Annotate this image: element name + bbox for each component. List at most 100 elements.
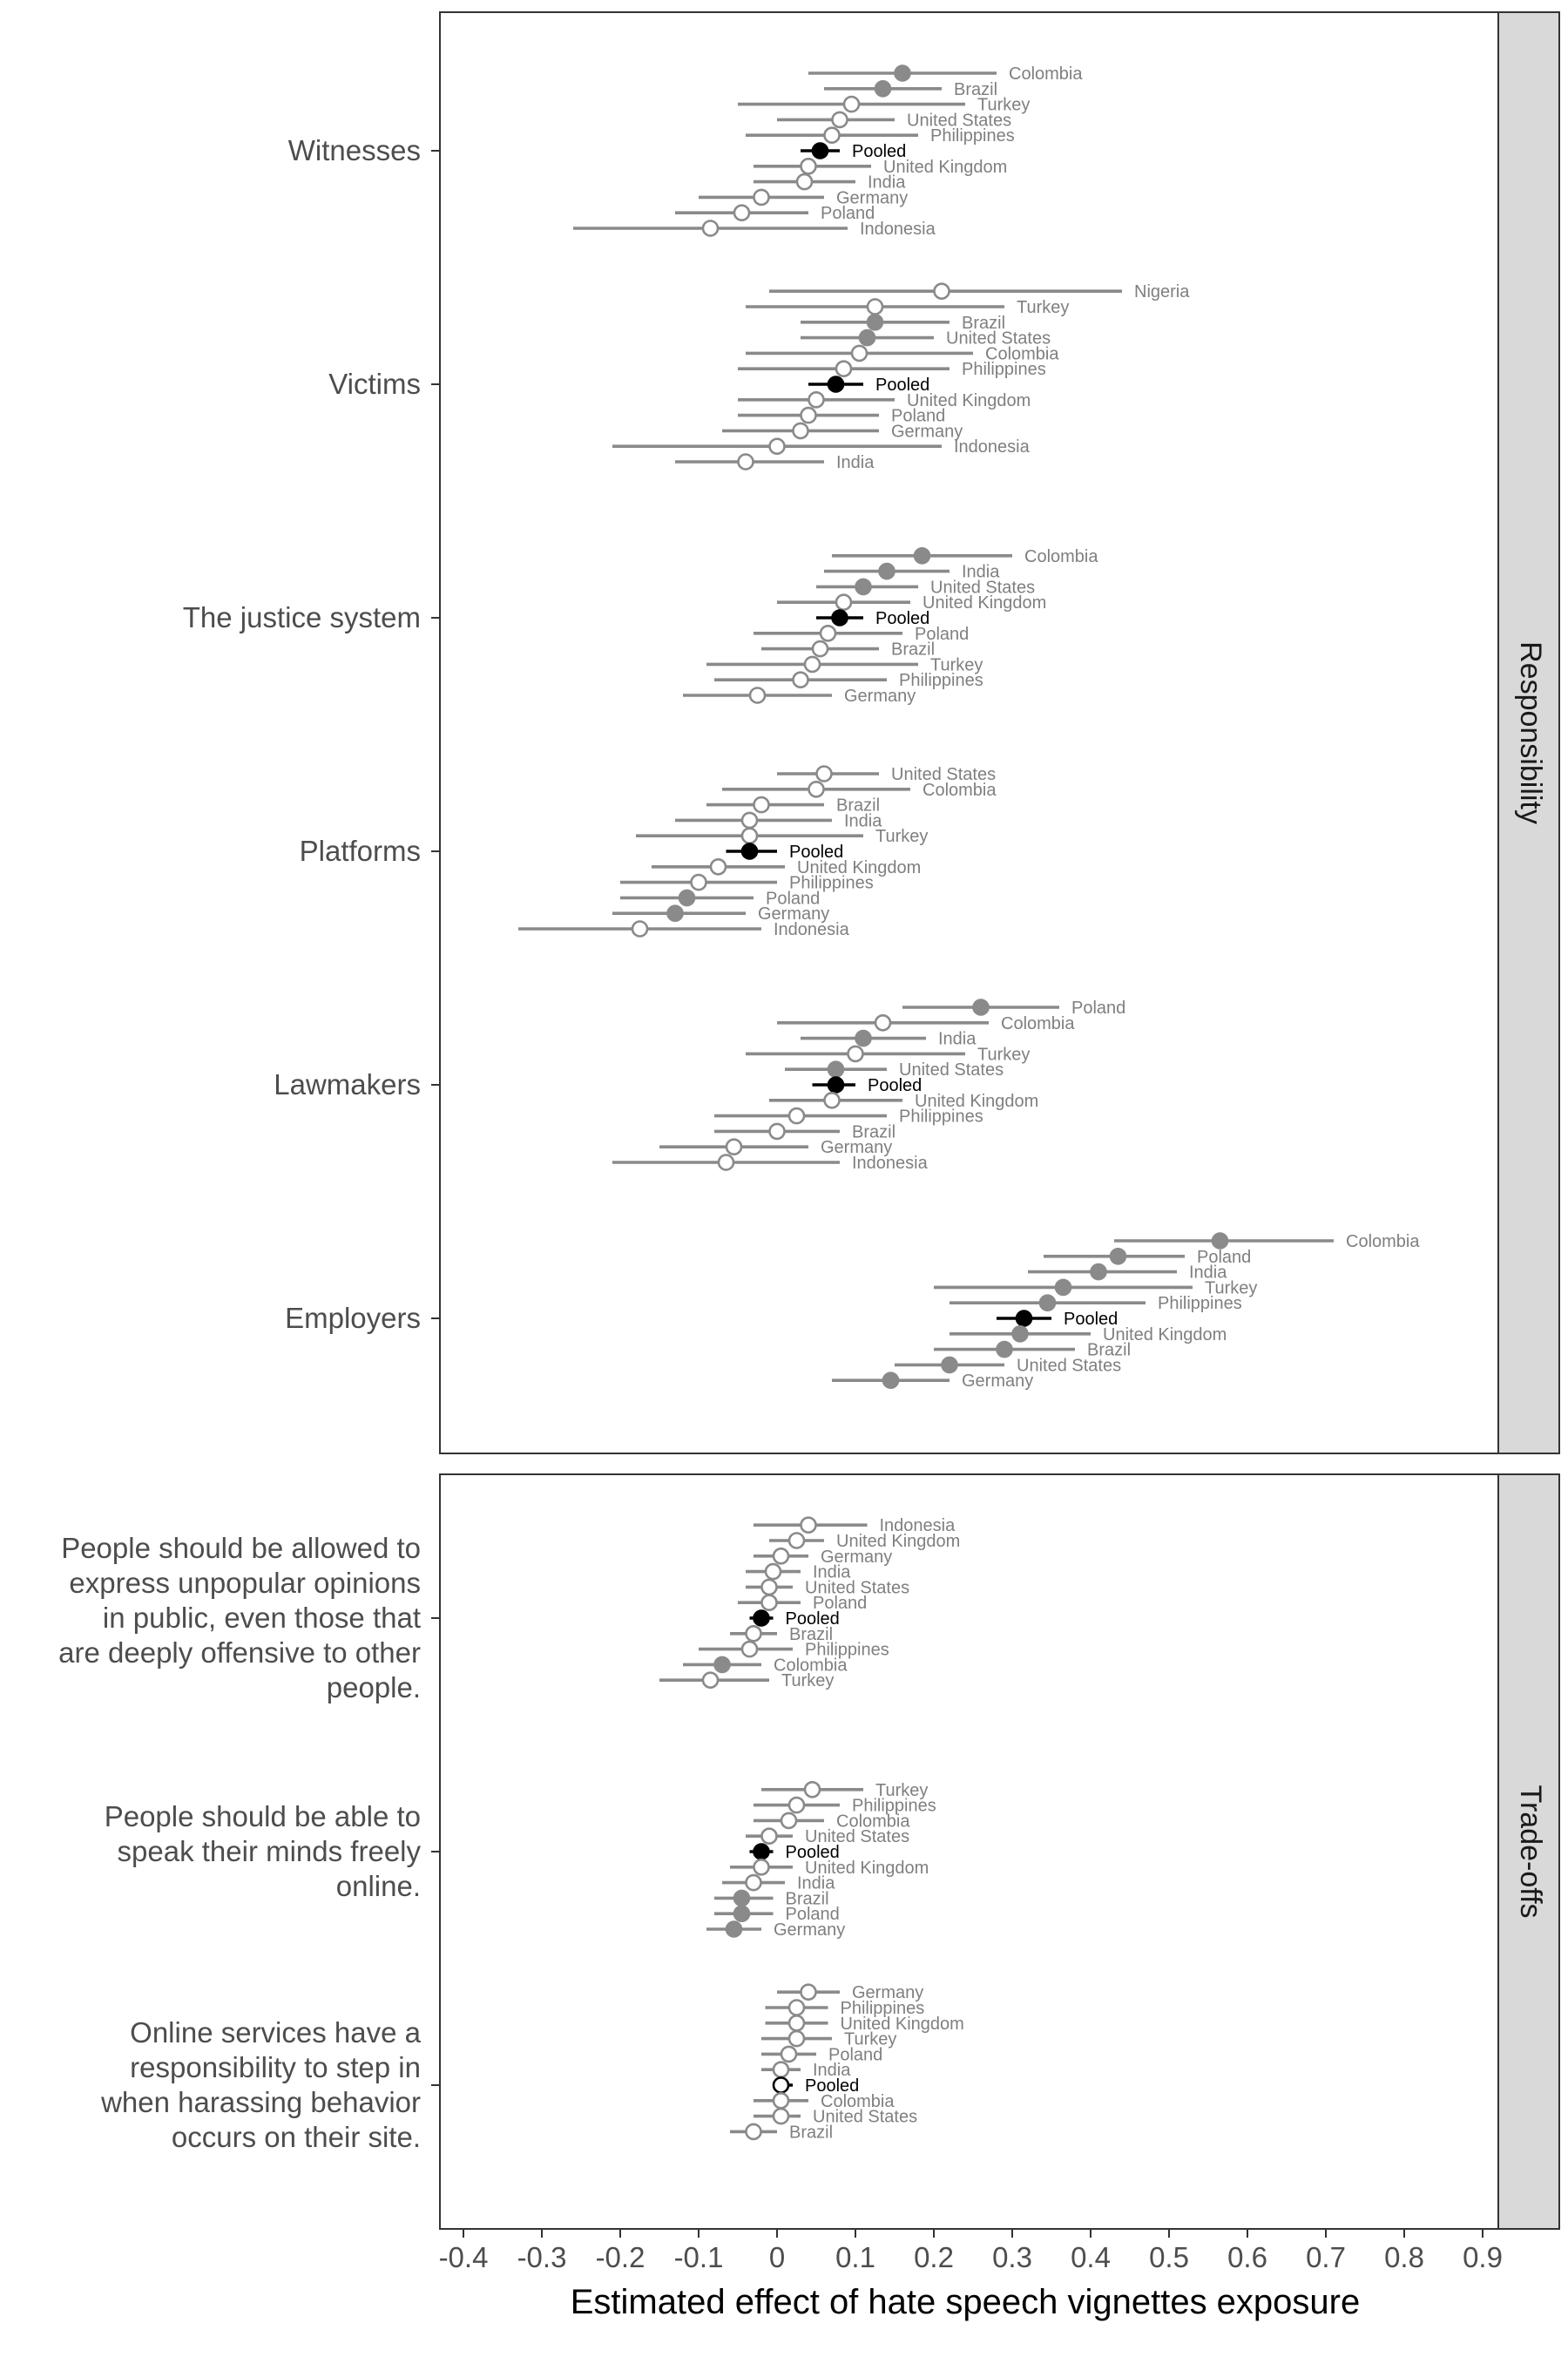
estimate-turkey: Turkey <box>934 1278 1257 1297</box>
point-estimate-india <box>855 1029 872 1047</box>
estimate-united-kingdom: United Kingdom <box>652 858 921 877</box>
point-estimate-united-states <box>772 2107 790 2125</box>
estimate-pooled: Pooled <box>812 1076 922 1095</box>
point-estimate-colombia <box>772 2092 790 2110</box>
point-label-turkey: Turkey <box>930 655 983 674</box>
point-label-philippines: Philippines <box>899 671 983 690</box>
point-label-poland: Poland <box>821 204 875 223</box>
estimate-colombia: Colombia <box>722 781 997 800</box>
point-estimate-colombia <box>894 64 911 82</box>
point-estimate-brazil <box>753 796 770 814</box>
point-estimate-philippines <box>823 126 841 144</box>
point-label-united-states: United States <box>1017 1356 1121 1375</box>
point-estimate-nigeria <box>933 282 950 301</box>
estimate-germany: Germany <box>706 1920 845 1940</box>
point-estimate-united-states <box>760 1578 778 1596</box>
point-estimate-brazil <box>733 1889 751 1907</box>
estimate-pooled: Pooled <box>772 2076 859 2096</box>
estimate-turkey: Turkey <box>636 827 928 846</box>
point-estimate-united-kingdom <box>787 1532 806 1549</box>
estimate-colombia: Colombia <box>746 344 1059 363</box>
estimate-pooled: Pooled <box>808 376 929 395</box>
estimate-philippines: Philippines <box>746 126 1015 146</box>
estimate-united-kingdom: United Kingdom <box>777 593 1046 613</box>
estimate-turkey: Turkey <box>761 2030 896 2049</box>
point-estimate-indonesia <box>768 437 786 456</box>
estimate-germany: Germany <box>832 1372 1033 1391</box>
point-label-colombia: Colombia <box>985 344 1059 363</box>
y-tick-label-line: People should be allowed to <box>61 1532 421 1564</box>
point-label-united-kingdom: United Kingdom <box>797 858 921 877</box>
point-estimate-germany <box>800 1983 817 2001</box>
point-estimate-pooled <box>753 1609 770 1627</box>
point-estimate-philippines <box>690 873 707 891</box>
point-label-nigeria: Nigeria <box>1134 282 1190 301</box>
point-estimate-germany <box>725 1920 743 1938</box>
estimate-philippines: Philippines <box>699 1641 889 1660</box>
point-estimate-turkey <box>847 1045 864 1063</box>
point-label-brazil: Brazil <box>836 796 880 816</box>
point-estimate-united-states <box>855 578 872 596</box>
point-estimate-pooled <box>831 609 848 627</box>
point-label-turkey: Turkey <box>875 1781 928 1800</box>
point-estimate-indonesia <box>701 220 720 237</box>
y-tick-label-line: people. <box>327 1671 421 1703</box>
estimate-philippines: Philippines <box>765 1999 925 2018</box>
point-estimate-united-states <box>815 765 833 782</box>
point-label-turkey: Turkey <box>1017 298 1069 317</box>
point-label-poland: Poland <box>786 1905 840 1924</box>
point-estimate-colombia <box>780 1812 798 1830</box>
point-estimate-turkey <box>701 1671 720 1689</box>
point-label-brazil: Brazil <box>1087 1341 1131 1360</box>
x-tick-label: 0.4 <box>1071 2241 1111 2273</box>
point-label-india: India <box>813 1563 851 1582</box>
point-label-philippines: Philippines <box>852 1797 936 1816</box>
point-label-poland: Poland <box>1197 1248 1251 1267</box>
point-label-united-states: United States <box>907 111 1011 130</box>
point-estimate-brazil <box>745 1625 762 1642</box>
point-estimate-india <box>772 2061 790 2078</box>
point-label-united-states: United States <box>805 1827 909 1846</box>
point-estimate-pooled <box>827 1076 845 1094</box>
point-estimate-philippines <box>787 1796 806 1814</box>
point-label-brazil: Brazil <box>786 1889 829 1908</box>
x-tick-label: 0.8 <box>1384 2241 1424 2273</box>
point-label-united-kingdom: United Kingdom <box>915 1092 1038 1111</box>
point-label-indonesia: Indonesia <box>774 920 850 939</box>
y-tick-label-line: speak their minds freely <box>118 1835 422 1867</box>
estimate-germany: Germany <box>659 1138 892 1157</box>
point-label-philippines: Philippines <box>841 1999 925 2018</box>
point-estimate-united-kingdom <box>835 593 853 612</box>
panel-border <box>439 11 1499 1454</box>
panels-layer: ResponsibilityWitnessesColombiaBrazilTur… <box>58 11 1560 2230</box>
estimate-united-states: United States <box>746 1827 909 1846</box>
x-tick-label: -0.3 <box>517 2241 567 2273</box>
estimate-pooled: Pooled <box>749 1843 840 1862</box>
y-tick-label: People should be allowed to express unpop… <box>58 1532 421 1703</box>
point-estimate-turkey <box>740 827 759 845</box>
x-axis-title: Estimated effect of hate speech vignette… <box>571 2283 1360 2321</box>
point-label-pooled: Pooled <box>875 609 929 628</box>
point-estimate-indonesia <box>717 1154 735 1171</box>
point-label-philippines: Philippines <box>962 360 1046 379</box>
point-label-brazil: Brazil <box>954 80 997 99</box>
point-label-germany: Germany <box>758 904 829 924</box>
point-label-indonesia: Indonesia <box>954 437 1031 457</box>
y-tick-label: Online services have a responsibility to … <box>100 2016 422 2153</box>
point-estimate-india <box>737 453 754 471</box>
point-label-germany: Germany <box>821 1138 892 1157</box>
estimate-turkey: Turkey <box>746 1045 1030 1064</box>
point-estimate-colombia <box>850 344 868 362</box>
estimate-poland: Poland <box>620 889 820 908</box>
x-tick-label: 0.3 <box>992 2241 1032 2273</box>
estimate-poland: Poland <box>902 999 1125 1018</box>
point-estimate-colombia <box>913 546 931 565</box>
estimate-united-kingdom: United Kingdom <box>765 2015 964 2034</box>
point-label-pooled: Pooled <box>852 142 906 161</box>
point-label-poland: Poland <box>813 1594 867 1613</box>
group-lawmakers: LawmakersPolandColombiaIndiaTurkeyUnited… <box>274 999 1125 1173</box>
estimate-united-kingdom: United Kingdom <box>769 1532 960 1551</box>
point-estimate-philippines <box>740 1640 759 1658</box>
